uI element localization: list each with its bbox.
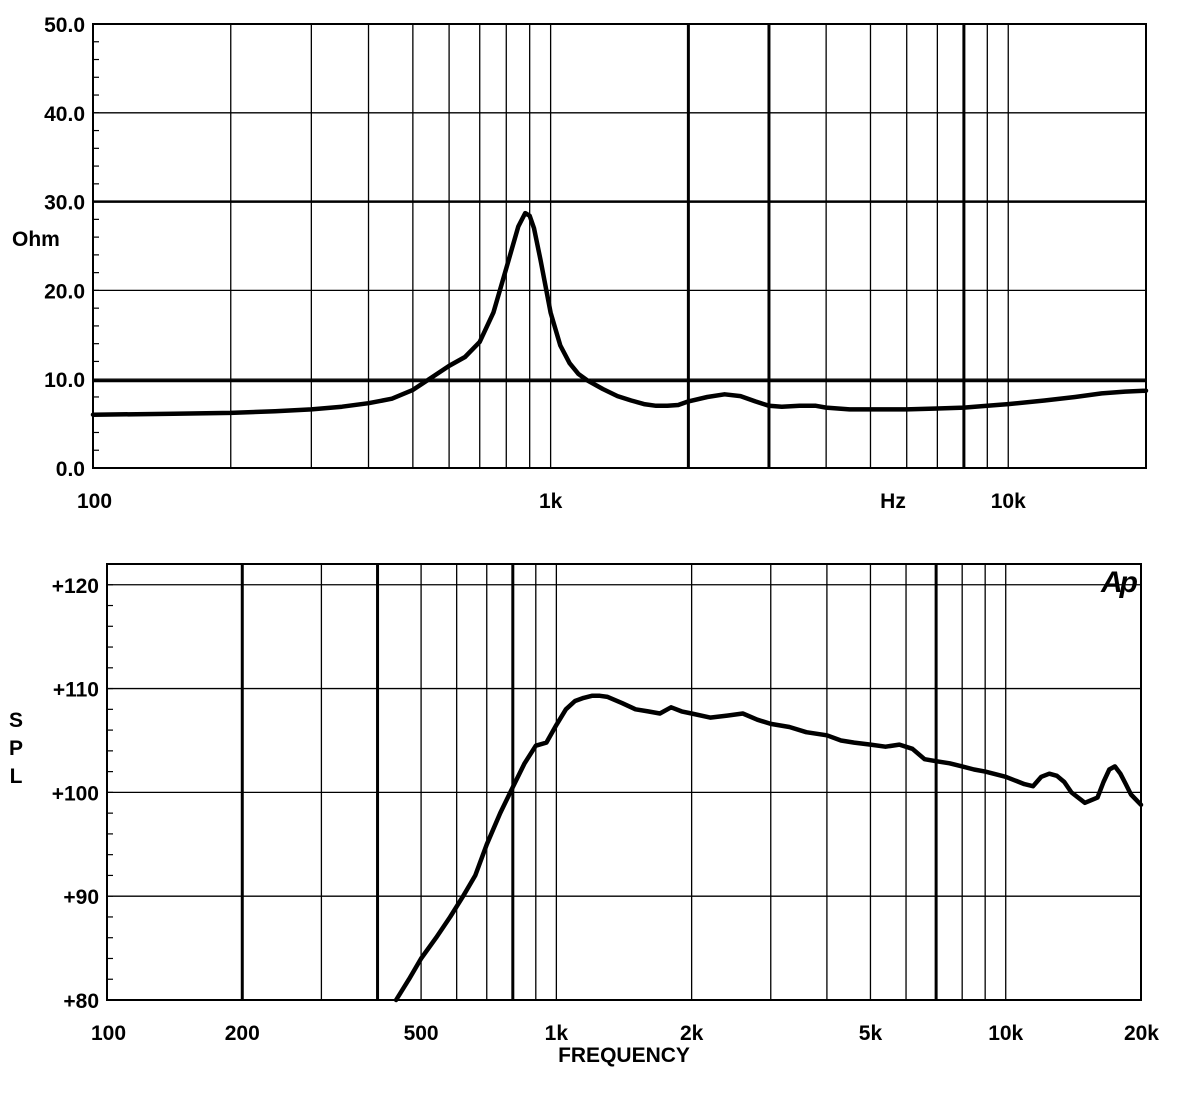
y-tick-label: +100 [52, 782, 99, 805]
spl-x-axis-label: FREQUENCY [558, 1044, 690, 1067]
x-tick-label: 5k [859, 1022, 883, 1045]
y-tick-label: 40.0 [44, 103, 85, 126]
x-tick-label: 10k [991, 490, 1026, 513]
y-axis-label-letter: S [9, 709, 23, 732]
y-tick-label: 10.0 [44, 369, 85, 392]
x-tick-label: 1k [539, 490, 563, 513]
y-axis-label-letter: L [10, 765, 23, 788]
impedance-x-unit-label: Hz [880, 490, 906, 513]
y-tick-label: +90 [63, 886, 99, 909]
spl-plot-frame [106, 563, 1142, 1001]
spl-curve [393, 693, 1144, 1003]
x-tick-label: 500 [404, 1022, 439, 1045]
spl-x-ticks: 100 200 500 1k 2k 5k 10k 20k [91, 1022, 1159, 1045]
y-tick-label: 0.0 [56, 458, 85, 481]
y-tick-label: 20.0 [44, 280, 85, 303]
y-axis-label-letter: P [9, 737, 23, 760]
impedance-plot-frame [92, 23, 1147, 469]
y-tick-label: +110 [53, 679, 99, 702]
impedance-y-axis-label: Ohm [12, 228, 60, 251]
x-tick-label: 100 [77, 490, 112, 513]
impedance-chart: 100 1k 10k 0.0 10.0 20.0 30.0 40.0 50.0 Ohm Hz [12, 14, 1149, 513]
impedance-x-ticks: 100 1k 10k [77, 490, 1026, 513]
spl-chart: 100 200 500 1k 2k 5k 10k 20k +80 +90 +100 +110 +120… [9, 563, 1159, 1067]
impedance-grid [93, 23, 1146, 469]
y-tick-label: +120 [52, 575, 99, 598]
y-tick-label: 30.0 [44, 192, 85, 215]
x-tick-label: 1k [545, 1022, 569, 1045]
x-tick-label: 10k [988, 1022, 1023, 1045]
spl-grid [107, 563, 1141, 1001]
y-tick-label: 50.0 [44, 14, 85, 37]
impedance-y-ticks: 0.0 10.0 20.0 30.0 40.0 50.0 [44, 14, 85, 481]
impedance-curve [90, 210, 1149, 417]
y-tick-label: +80 [63, 990, 99, 1013]
x-tick-label: 100 [91, 1022, 126, 1045]
ap-logo: Ap [1100, 566, 1138, 599]
x-unit-label: Hz [880, 490, 906, 513]
x-tick-label: 200 [225, 1022, 260, 1045]
spl-y-axis-label: SPL [9, 709, 23, 788]
x-tick-label: 2k [680, 1022, 704, 1045]
x-tick-label: 20k [1124, 1022, 1159, 1045]
spl-y-ticks: +80 +90 +100 +110 +120 [52, 575, 99, 1013]
